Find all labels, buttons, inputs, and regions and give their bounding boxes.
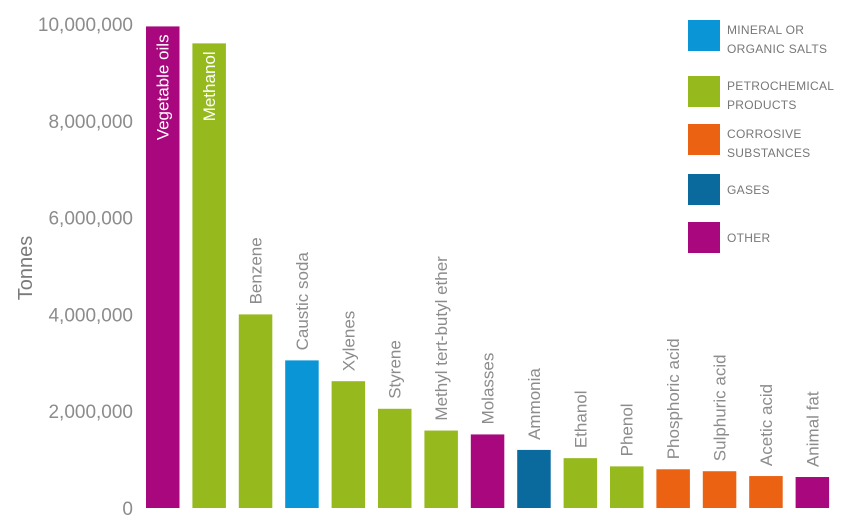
bar <box>470 434 505 508</box>
bar <box>702 471 737 508</box>
bar-label: Caustic soda <box>293 252 312 351</box>
bar <box>285 360 319 508</box>
bar <box>238 314 273 508</box>
legend-label: PRODUCTS <box>727 98 797 112</box>
y-axis: 0 2,000,000 4,000,000 6,000,000 8,000,000 10,… <box>38 15 133 520</box>
bar-label: Vegetable oils <box>154 34 173 140</box>
legend: MINERAL OR ORGANIC SALTS PETROCHEMICAL PROD… <box>688 20 834 253</box>
bar <box>424 430 458 508</box>
bar <box>331 381 366 508</box>
bar-label: Benzene <box>247 237 266 304</box>
legend-swatch <box>688 174 720 205</box>
bar-label: Methyl tert-butyl ether <box>432 256 451 421</box>
bar <box>610 466 644 508</box>
bar-label: Phosphoric acid <box>664 338 683 459</box>
y-axis-label: Tonnes <box>15 236 37 301</box>
bar <box>192 43 226 509</box>
bar-label: Acetic acid <box>757 384 776 466</box>
y-tick-label: 6,000,000 <box>48 209 133 230</box>
bar <box>378 408 412 508</box>
legend-swatch <box>688 20 720 51</box>
bar-label: Methanol <box>200 51 219 121</box>
bar <box>146 26 180 508</box>
bar <box>795 477 830 508</box>
bar-labels: Vegetable oils Methanol Benzene Caustic sod… <box>154 34 823 467</box>
bars <box>146 26 830 509</box>
legend-label: GASES <box>727 183 770 197</box>
y-tick-label: 0 <box>122 499 133 520</box>
bar-label: Styrene <box>386 340 405 399</box>
bar-label: Molasses <box>479 353 498 425</box>
legend-label: OTHER <box>727 231 771 245</box>
bar-label: Ethanol <box>571 390 590 448</box>
legend-label: MINERAL OR <box>727 23 804 37</box>
y-tick-label: 8,000,000 <box>48 112 133 133</box>
legend-swatch <box>688 124 720 155</box>
legend-swatch <box>688 222 720 253</box>
legend-swatch <box>688 76 720 107</box>
bar <box>656 469 690 508</box>
legend-label: SUBSTANCES <box>727 146 810 160</box>
y-tick-label: 4,000,000 <box>48 305 133 326</box>
bar <box>517 449 551 508</box>
legend-label: PETROCHEMICAL <box>727 79 834 93</box>
bar-label: Sulphuric acid <box>711 354 730 461</box>
bar-label: Ammonia <box>525 368 544 440</box>
bar <box>749 476 783 508</box>
legend-label: CORROSIVE <box>727 127 802 141</box>
bar-label: Animal fat <box>803 391 822 467</box>
bar-label: Phenol <box>618 403 637 456</box>
bar-label: Xylenes <box>339 311 358 371</box>
y-tick-label: 10,000,000 <box>38 15 133 36</box>
legend-label: ORGANIC SALTS <box>727 42 827 56</box>
y-tick-label: 2,000,000 <box>48 402 133 423</box>
bar <box>563 458 598 508</box>
